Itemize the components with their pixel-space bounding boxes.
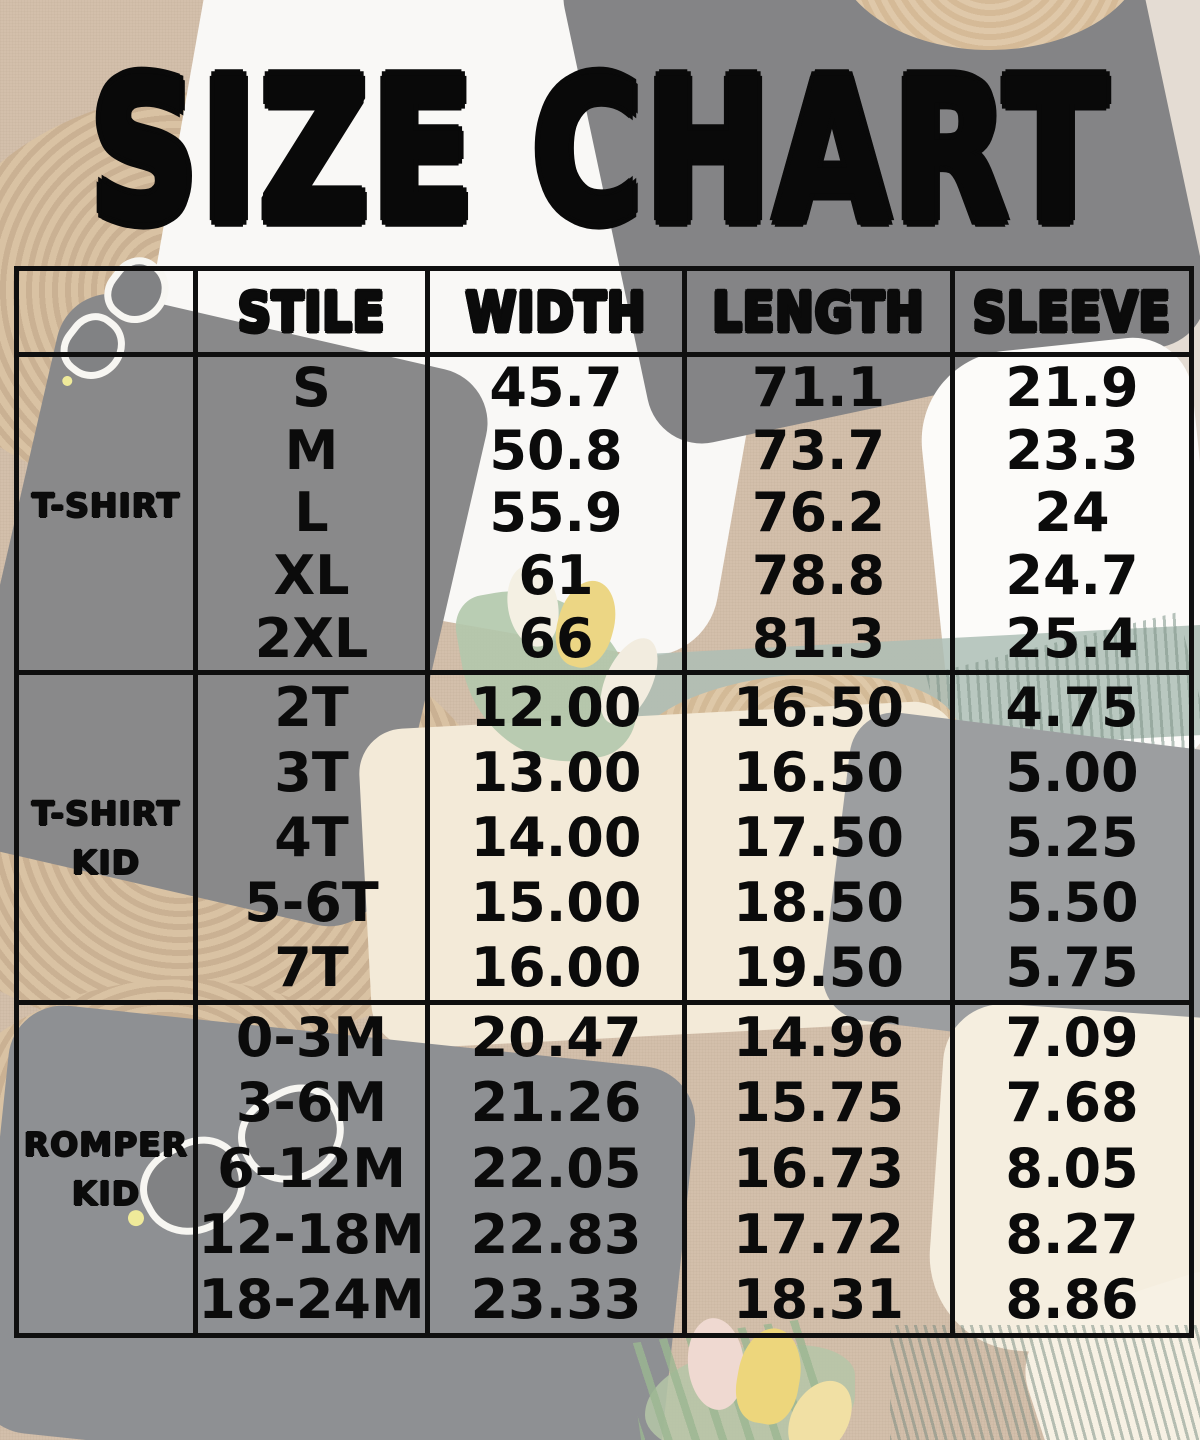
width-value: 66 [518, 606, 594, 670]
size-value: 2T [274, 675, 349, 739]
sleeve-value: 24.7 [1005, 544, 1139, 608]
size-value: 7T [274, 935, 349, 999]
length-value: 15.75 [733, 1071, 904, 1135]
length-value: 18.31 [733, 1268, 904, 1332]
length-value: 14.96 [733, 1005, 904, 1069]
width-value: 22.05 [470, 1136, 642, 1200]
length-value: 76.2 [751, 481, 886, 545]
width-value: 23.33 [470, 1268, 642, 1332]
column-length-values: 16.50 16.50 17.50 18.50 19.50 [687, 675, 955, 1005]
size-value: 0-3M [235, 1005, 388, 1069]
header-cell-blank [19, 271, 198, 357]
width-value: 21.26 [470, 1071, 642, 1135]
size-value: 6-12M [217, 1136, 406, 1200]
group-label-romper-kid: ROMPER KID [19, 1005, 198, 1333]
column-length-values: 14.96 15.75 16.73 17.72 18.31 [687, 1005, 955, 1333]
sleeve-value: 7.68 [1005, 1071, 1139, 1135]
width-value: 55.9 [489, 481, 623, 545]
column-width-values: 45.7 50.8 55.9 61 66 [430, 357, 687, 675]
sleeve-value: 5.75 [1005, 935, 1139, 999]
sleeve-value: 8.27 [1005, 1202, 1139, 1266]
group-label-tshirt: T-SHIRT [19, 357, 198, 675]
sleeve-value: 7.09 [1005, 1005, 1139, 1069]
sleeve-value: 21.9 [1005, 357, 1139, 420]
size-value: S [292, 357, 331, 420]
width-value: 14.00 [470, 805, 642, 869]
column-style-values: 2T 3T 4T 5-6T 7T [198, 675, 430, 1005]
size-value: 12-18M [198, 1202, 425, 1266]
sleeve-value: 4.75 [1005, 675, 1139, 739]
sleeve-value: 8.86 [1005, 1268, 1139, 1332]
width-value: 50.8 [489, 418, 623, 482]
group-label-tshirt-kid: T-SHIRT KID [19, 675, 198, 1005]
column-style-values: S M L XL 2XL [198, 357, 430, 675]
length-value: 73.7 [751, 418, 886, 482]
width-value: 20.47 [470, 1005, 642, 1069]
width-value: 15.00 [470, 870, 642, 934]
width-value: 45.7 [489, 357, 623, 420]
size-value: XL [273, 544, 350, 608]
sleeve-value: 5.25 [1005, 805, 1139, 869]
header-cell-sleeve: SLEEVE [955, 271, 1189, 357]
photo-scarf-fringe [890, 1325, 1200, 1440]
size-value: 4T [274, 805, 349, 869]
sleeve-value: 8.05 [1005, 1136, 1139, 1200]
length-value: 78.8 [751, 544, 886, 608]
length-value: 17.72 [733, 1202, 904, 1266]
size-value: 18-24M [198, 1268, 425, 1332]
size-value: 3-6M [235, 1071, 388, 1135]
header-cell-length: LENGTH [687, 271, 955, 357]
length-value: 18.50 [733, 870, 904, 934]
size-value: 3T [274, 740, 349, 804]
sleeve-value: 24 [1034, 481, 1110, 545]
length-value: 19.50 [733, 935, 904, 999]
column-sleeve-values: 21.9 23.3 24 24.7 25.4 [955, 357, 1189, 675]
column-width-values: 20.47 21.26 22.05 22.83 23.33 [430, 1005, 687, 1333]
length-value: 16.73 [733, 1136, 904, 1200]
size-value: M [284, 418, 339, 482]
sleeve-value: 25.4 [1005, 606, 1139, 670]
width-value: 12.00 [470, 675, 642, 739]
page-title-text: SIZE CHART [89, 38, 1111, 268]
length-value: 16.50 [733, 740, 904, 804]
width-value: 22.83 [470, 1202, 642, 1266]
length-value: 17.50 [733, 805, 904, 869]
header-cell-width: WIDTH [430, 271, 687, 357]
size-value: 2XL [254, 606, 369, 670]
size-value: 5-6T [244, 870, 379, 934]
length-value: 81.3 [751, 606, 886, 670]
page-title: SIZE CHART [0, 38, 1200, 268]
width-value: 16.00 [470, 935, 642, 999]
sleeve-value: 5.00 [1005, 740, 1139, 804]
size-chart-table: STILE WIDTH LENGTH SLEEVE T-SHIRT S M L … [14, 266, 1194, 1338]
column-style-values: 0-3M 3-6M 6-12M 12-18M 18-24M [198, 1005, 430, 1333]
column-sleeve-values: 4.75 5.00 5.25 5.50 5.75 [955, 675, 1189, 1005]
length-value: 16.50 [733, 675, 904, 739]
length-value: 71.1 [751, 357, 886, 420]
width-value: 13.00 [470, 740, 642, 804]
size-value: L [294, 481, 329, 545]
column-sleeve-values: 7.09 7.68 8.05 8.27 8.86 [955, 1005, 1189, 1333]
column-length-values: 71.1 73.7 76.2 78.8 81.3 [687, 357, 955, 675]
header-cell-style: STILE [198, 271, 430, 357]
column-width-values: 12.00 13.00 14.00 15.00 16.00 [430, 675, 687, 1005]
width-value: 61 [518, 544, 594, 608]
sleeve-value: 23.3 [1005, 418, 1139, 482]
sleeve-value: 5.50 [1005, 870, 1139, 934]
